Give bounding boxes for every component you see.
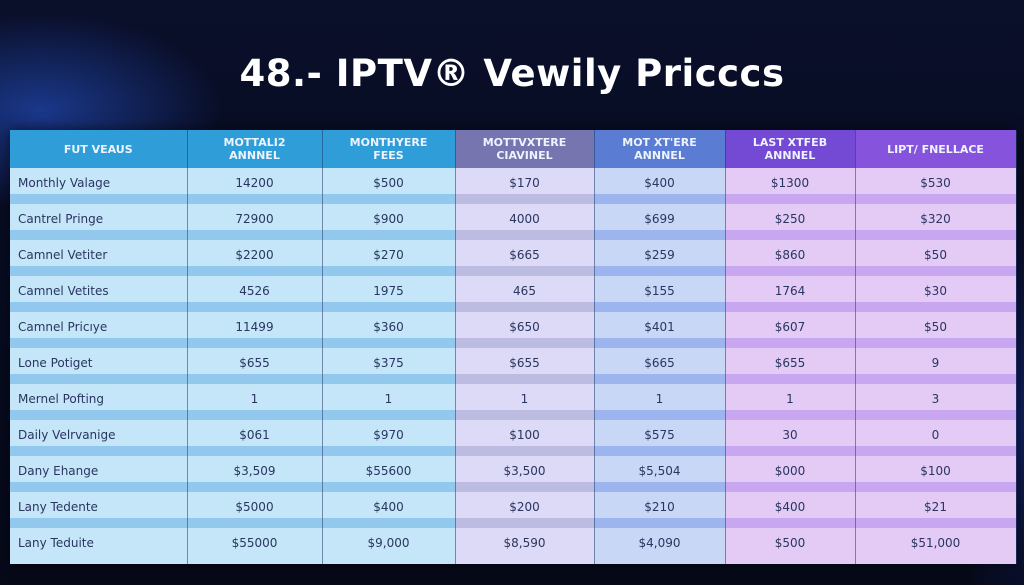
table-cell: 30 — [725, 420, 856, 456]
row-label: Lany Tedente — [10, 492, 188, 528]
table-cell: $259 — [594, 240, 726, 276]
row-label: Lany Teduite — [10, 528, 188, 564]
table-cell: 9 — [855, 348, 1017, 384]
table-cell: $5000 — [187, 492, 323, 528]
table-cell: $665 — [594, 348, 726, 384]
table-cell: 1 — [187, 384, 323, 420]
table-cell: $4,090 — [594, 528, 726, 564]
row-label: Camnel Pricıye — [10, 312, 188, 348]
column-header: MOTTALI2 ANNNEL — [187, 130, 323, 168]
table-header-row: FUT VEAUS MOTTALI2 ANNNEL MONTHYERE FEES MO… — [10, 130, 1017, 168]
table-cell: $655 — [725, 348, 856, 384]
column-header: LIPT/ FNELLACE — [855, 130, 1017, 168]
table-cell: $650 — [455, 312, 595, 348]
table-cell: 465 — [455, 276, 595, 312]
table-cell: $400 — [725, 492, 856, 528]
table-cell: $860 — [725, 240, 856, 276]
table-cell: $170 — [455, 168, 595, 204]
table-cell: $55600 — [322, 456, 456, 492]
table-cell: $607 — [725, 312, 856, 348]
table-cell: $970 — [322, 420, 456, 456]
table-cell: 1 — [455, 384, 595, 420]
page-title: 48.- IPTV® Vewily Pricccs — [239, 52, 785, 95]
table-row: Camnel Vetites 4526 1975 465 $155 1764 $30 — [10, 276, 1017, 312]
table-cell: $30 — [855, 276, 1017, 312]
table-cell: $400 — [594, 168, 726, 204]
row-label: Camnel Vetiter — [10, 240, 188, 276]
table-cell: $000 — [725, 456, 856, 492]
table-cell: 14200 — [187, 168, 323, 204]
table-row: Cantrel Pringe 72900 $900 4000 $699 $250 $320 — [10, 204, 1017, 240]
table-cell: $210 — [594, 492, 726, 528]
row-label: Dany Ehange — [10, 456, 188, 492]
table-cell: 4526 — [187, 276, 323, 312]
row-label: Mernel Pofting — [10, 384, 188, 420]
table-cell: $655 — [187, 348, 323, 384]
row-label: Cantrel Pringe — [10, 204, 188, 240]
row-label: Camnel Vetites — [10, 276, 188, 312]
table-cell: $50 — [855, 312, 1017, 348]
table-cell: $8,590 — [455, 528, 595, 564]
table-cell: $575 — [594, 420, 726, 456]
table-cell: $401 — [594, 312, 726, 348]
table-cell: 1975 — [322, 276, 456, 312]
table-row: Dany Ehange $3,509 $55600 $3,500 $5,504 $000 $… — [10, 456, 1017, 492]
table-cell: $665 — [455, 240, 595, 276]
table-cell: $100 — [855, 456, 1017, 492]
table-cell: 72900 — [187, 204, 323, 240]
column-header: MOTTVXTERE CIAVINEL — [455, 130, 595, 168]
row-label: Monthly Valage — [10, 168, 188, 204]
table-cell: $155 — [594, 276, 726, 312]
table-cell: 1 — [725, 384, 856, 420]
table-row: Lone Potiget $655 $375 $655 $665 $655 9 — [10, 348, 1017, 384]
table-cell: 4000 — [455, 204, 595, 240]
table-cell: $270 — [322, 240, 456, 276]
table-cell: $375 — [322, 348, 456, 384]
table-cell: 1 — [594, 384, 726, 420]
table-cell: $3,500 — [455, 456, 595, 492]
table-row: Camnel Vetiter $2200 $270 $665 $259 $860 $50 — [10, 240, 1017, 276]
table-cell: $51,000 — [855, 528, 1017, 564]
table-cell: $200 — [455, 492, 595, 528]
table-cell: 3 — [855, 384, 1017, 420]
table-cell: $55000 — [187, 528, 323, 564]
table-row: Daily Velrvanige $061 $970 $100 $575 30 0 — [10, 420, 1017, 456]
table-cell: 11499 — [187, 312, 323, 348]
row-label: Daily Velrvanige — [10, 420, 188, 456]
table-row: Camnel Pricıye 11499 $360 $650 $401 $607 $50 — [10, 312, 1017, 348]
table-cell: $21 — [855, 492, 1017, 528]
table-cell: $900 — [322, 204, 456, 240]
table-cell: $500 — [725, 528, 856, 564]
table-cell: $100 — [455, 420, 595, 456]
table-cell: 1 — [322, 384, 456, 420]
table-cell: $360 — [322, 312, 456, 348]
table-cell: $5,504 — [594, 456, 726, 492]
table-row: Lany Tedente $5000 $400 $200 $210 $400 $21 — [10, 492, 1017, 528]
column-header: MONTHYERE FEES — [322, 130, 456, 168]
table-row: Lany Teduite $55000 $9,000 $8,590 $4,090 $500… — [10, 528, 1017, 564]
table-cell: $50 — [855, 240, 1017, 276]
table-cell: $1300 — [725, 168, 856, 204]
pricing-table: FUT VEAUS MOTTALI2 ANNNEL MONTHYERE FEES MO… — [10, 130, 1017, 564]
column-header: MOT XT'ERE ANNNEL — [594, 130, 726, 168]
table-cell: $530 — [855, 168, 1017, 204]
table-cell: $9,000 — [322, 528, 456, 564]
table-cell: 1764 — [725, 276, 856, 312]
table-row: Mernel Pofting 1 1 1 1 1 3 — [10, 384, 1017, 420]
table-cell: $699 — [594, 204, 726, 240]
table-cell: $2200 — [187, 240, 323, 276]
table-cell: $320 — [855, 204, 1017, 240]
table-cell: $655 — [455, 348, 595, 384]
table-cell: $500 — [322, 168, 456, 204]
column-header: FUT VEAUS — [10, 130, 188, 168]
row-label: Lone Potiget — [10, 348, 188, 384]
column-header: LAST XTFEB ANNNEL — [725, 130, 856, 168]
table-cell: $250 — [725, 204, 856, 240]
table-row: Monthly Valage 14200 $500 $170 $400 $1300 $530 — [10, 168, 1017, 204]
table-cell: 0 — [855, 420, 1017, 456]
table-cell: $400 — [322, 492, 456, 528]
table-cell: $061 — [187, 420, 323, 456]
table-cell: $3,509 — [187, 456, 323, 492]
